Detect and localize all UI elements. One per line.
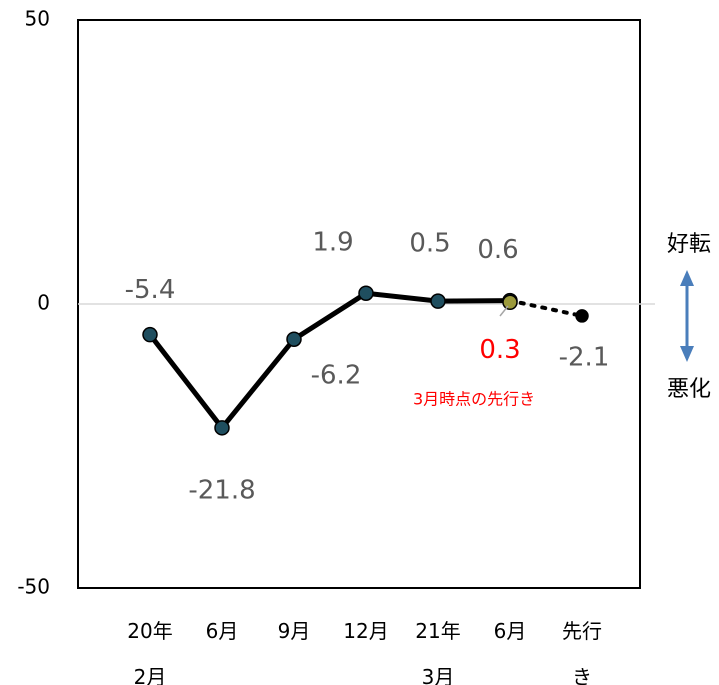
y-tick-label: 0 [37, 291, 50, 315]
data-label: -6.2 [311, 361, 362, 391]
data-point [358, 285, 374, 301]
data-point [430, 293, 446, 309]
data-label: 0.5 [409, 229, 450, 259]
arrow-head-down [680, 346, 694, 362]
series-line [147, 290, 513, 432]
x-tick-label: 9月 [277, 619, 311, 643]
label-pointer [499, 305, 509, 317]
series-line [508, 298, 584, 318]
y-tick-label: 50 [25, 7, 50, 31]
data-label: 0.3 [479, 335, 520, 365]
data-label: -5.4 [125, 275, 176, 305]
data-point [286, 331, 302, 347]
data-label: 1.9 [312, 228, 353, 258]
x-tick-label: 先行き [562, 619, 602, 685]
annotation: 好転 [667, 232, 711, 257]
data-label: -2.1 [559, 342, 610, 372]
data-point [142, 326, 158, 343]
arrow-head-up [680, 270, 694, 286]
data-label: -21.8 [188, 475, 255, 505]
data-point [575, 309, 589, 323]
x-tick-label: 21年3月 [415, 619, 461, 685]
data-point [214, 420, 230, 436]
data-label: 0.6 [477, 235, 518, 265]
x-tick-label: 20年2月 [127, 619, 173, 685]
annotation: 3月時点の先行き [413, 390, 535, 409]
x-tick-label: 6月 [205, 619, 239, 643]
x-tick-label: 6月 [493, 619, 527, 643]
y-tick-label: -50 [17, 575, 50, 599]
data-point [502, 294, 518, 311]
x-tick-label: 12月 [343, 619, 389, 643]
annotation: 悪化 [667, 377, 711, 402]
